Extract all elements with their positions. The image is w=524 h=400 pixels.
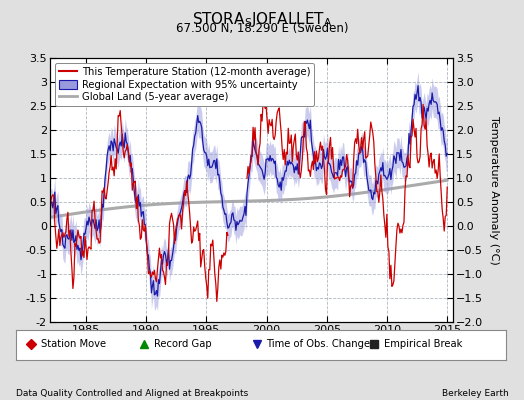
- Text: Time of Obs. Change: Time of Obs. Change: [267, 339, 370, 350]
- Text: STORA$_\mathregular{S}$JOFALLET$_\mathregular{A}$: STORA$_\mathregular{S}$JOFALLET$_\mathre…: [192, 10, 332, 29]
- Text: Record Gap: Record Gap: [154, 339, 212, 350]
- Text: Data Quality Controlled and Aligned at Breakpoints: Data Quality Controlled and Aligned at B…: [16, 389, 248, 398]
- Text: Berkeley Earth: Berkeley Earth: [442, 389, 508, 398]
- Text: Empirical Break: Empirical Break: [384, 339, 463, 350]
- Legend: This Temperature Station (12-month average), Regional Expectation with 95% uncer: This Temperature Station (12-month avera…: [55, 63, 314, 106]
- Text: 67.500 N, 18.290 E (Sweden): 67.500 N, 18.290 E (Sweden): [176, 22, 348, 35]
- Text: Station Move: Station Move: [41, 339, 106, 350]
- Y-axis label: Temperature Anomaly (°C): Temperature Anomaly (°C): [489, 116, 499, 264]
